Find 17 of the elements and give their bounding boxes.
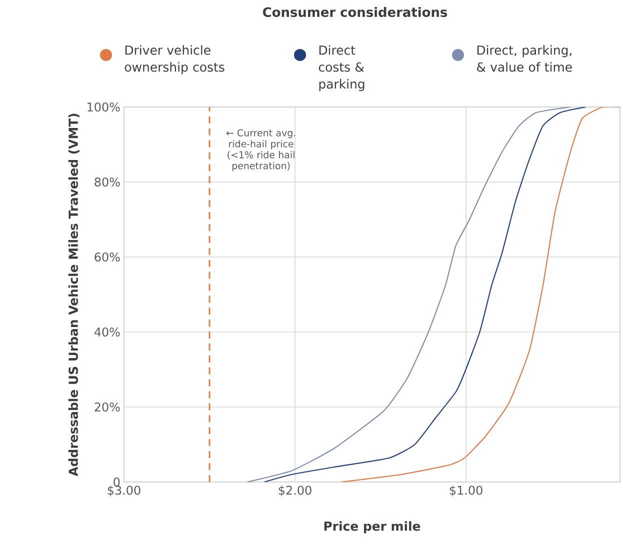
legend-label: Direct costs & parking [318, 45, 364, 92]
y-tick-label: 0 [114, 477, 120, 487]
legend-label: Direct, parking, & value of time [476, 45, 572, 72]
y-tick-label: 20% [94, 402, 120, 412]
x-tick-label: $3.00 [108, 486, 140, 496]
y-tick-label: 80% [94, 177, 120, 187]
y-tick-label: 40% [94, 327, 120, 337]
line-series [340, 106, 620, 482]
legend-label: Driver vehicle ownership costs [124, 45, 224, 74]
x-tick-label: $2.00 [278, 486, 312, 496]
y-tick-label: 60% [94, 252, 120, 262]
x-tick-label: $1.00 [450, 486, 482, 496]
y-tick-label: 100% [88, 102, 120, 112]
y-axis-title: Addressable US Urban Vehicle Miles Traveled (VMT) [68, 114, 80, 476]
ref-line-label: ← Current avg. ride-hail price (<1% ride hail penetration) [226, 129, 296, 172]
x-axis-title: Price per mile [324, 521, 420, 534]
chart-title: Consumer considerations [262, 6, 448, 18]
